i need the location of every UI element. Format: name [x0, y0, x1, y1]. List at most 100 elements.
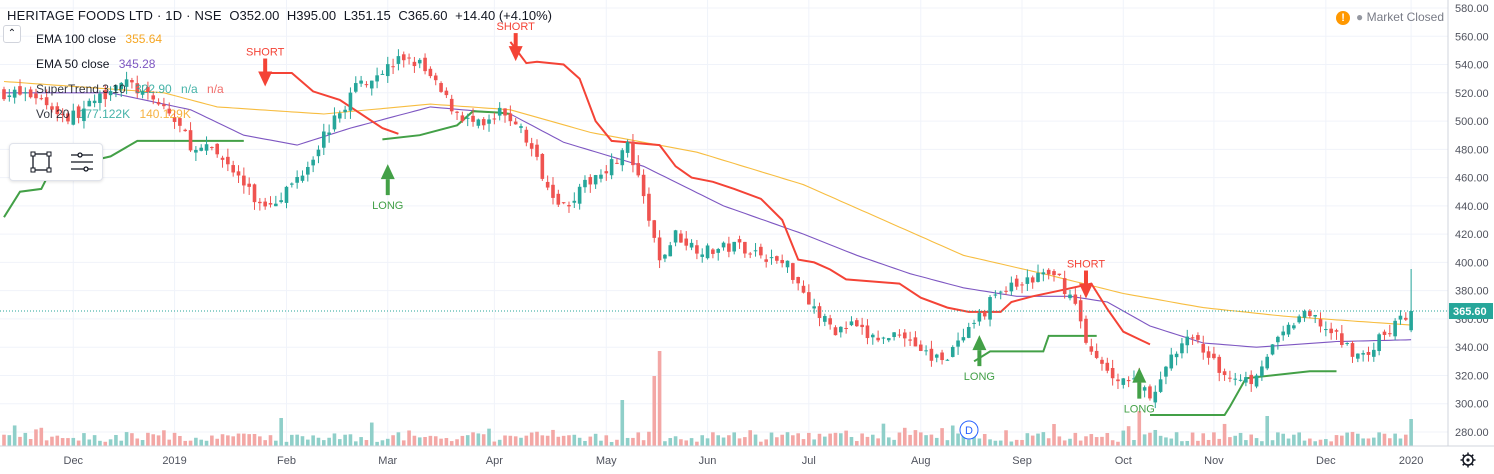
- volume-bar: [609, 441, 614, 446]
- candle-body: [242, 175, 246, 186]
- candle-body: [23, 92, 28, 94]
- volume-bar: [188, 440, 193, 446]
- price-tick-label: 400.00: [1455, 257, 1489, 269]
- candle-body: [369, 80, 374, 89]
- candle-body: [1286, 324, 1291, 335]
- candle-body: [663, 254, 667, 259]
- volume-bar: [1340, 435, 1344, 446]
- time-tick-label: 2020: [1399, 455, 1423, 467]
- volume-bar: [737, 438, 742, 446]
- candle-body: [130, 80, 134, 83]
- candle-body: [1260, 366, 1264, 377]
- candle-body: [1052, 271, 1056, 276]
- candle-body: [194, 149, 198, 153]
- time-axis[interactable]: Dec 2019 Feb Mar Apr May Jun Jul Aug Sep Oct Nov Dec…: [64, 452, 1476, 468]
- candle-body: [1382, 331, 1387, 335]
- candle-body: [1366, 351, 1371, 355]
- price-tick-label: 460.00: [1455, 173, 1489, 185]
- indicator-ema100[interactable]: EMA 100 close 355.64: [36, 32, 168, 46]
- signal-markers: SHORT SHORT SHORT LONG LONG LONG D: [246, 21, 1155, 440]
- volume-bar: [449, 441, 454, 446]
- candle-body: [535, 144, 539, 157]
- candle-body: [60, 114, 65, 116]
- volume-bar: [561, 435, 566, 446]
- candle-body: [401, 54, 406, 61]
- volume-bar: [1036, 433, 1040, 446]
- candle-body: [1276, 336, 1280, 343]
- volume-bar: [375, 441, 379, 446]
- volume-bar: [391, 435, 395, 446]
- volume-bar: [1361, 438, 1365, 446]
- candle-body: [1361, 353, 1365, 355]
- collapse-legend-button[interactable]: ⌃: [3, 25, 21, 43]
- candle-body: [625, 141, 630, 153]
- dividend-badge[interactable]: D: [959, 420, 979, 440]
- volume-bar: [1260, 441, 1264, 446]
- time-tick-label: 2019: [162, 455, 186, 467]
- volume-bar: [849, 436, 854, 446]
- settings-gear-icon[interactable]: [1460, 452, 1476, 468]
- short-signal-label: SHORT: [246, 47, 285, 59]
- long-signal-label: LONG: [1124, 404, 1155, 416]
- candle-body: [775, 256, 779, 261]
- indicator-name: EMA 100 close: [36, 32, 117, 46]
- candle-body: [982, 312, 987, 317]
- candle-body: [711, 249, 715, 254]
- volume-bar: [199, 439, 204, 446]
- volume-bar: [7, 435, 12, 446]
- candle-body: [961, 337, 966, 341]
- volume-bar: [364, 439, 369, 446]
- price-axis[interactable]: 280.00300.00320.00340.00360.00380.00400.…: [0, 0, 1494, 447]
- indicator-volume[interactable]: Vol 20 177.122K 140.129K: [36, 107, 197, 121]
- candle-body: [529, 143, 534, 149]
- volume-bar: [807, 432, 811, 446]
- candle-body: [561, 202, 566, 204]
- candle-body: [279, 200, 283, 203]
- volume-bar: [130, 433, 134, 446]
- volume-bar: [87, 439, 92, 446]
- candle-body: [1084, 318, 1088, 343]
- volume-bar: [1356, 433, 1360, 446]
- long-arrow-icon: [1132, 367, 1147, 383]
- rectangle-tool-icon[interactable]: [30, 151, 52, 173]
- indicator-ema50[interactable]: EMA 50 close 345.28: [36, 57, 161, 71]
- volume-bar: [226, 435, 230, 446]
- time-tick-label: Jul: [802, 455, 816, 467]
- candle-body: [1201, 344, 1206, 353]
- volume-bar: [1094, 437, 1099, 446]
- format-lines-icon[interactable]: [71, 152, 93, 172]
- candle-body: [583, 179, 587, 188]
- last-price-label: 365.60: [1453, 306, 1487, 318]
- volume-bar: [604, 435, 609, 446]
- market-status[interactable]: ! ● Market Closed: [1336, 10, 1444, 25]
- candle-body: [1089, 346, 1094, 352]
- volume-bar: [258, 436, 262, 446]
- volume-bar: [124, 432, 129, 446]
- volume-bar: [791, 435, 795, 446]
- candle-body: [998, 291, 1003, 293]
- candle-body: [311, 159, 315, 166]
- candle-body: [1132, 378, 1136, 380]
- volume-bar: [1302, 440, 1307, 446]
- volume-bar: [966, 439, 971, 446]
- candle-body: [1238, 379, 1243, 381]
- candle-body: [1372, 349, 1376, 357]
- candle-body: [1318, 319, 1323, 327]
- volume-bar: [311, 435, 315, 446]
- candle-body: [1350, 343, 1355, 357]
- candle-body: [316, 149, 321, 157]
- symbol-name[interactable]: HERITAGE FOODS LTD · 1D · NSE: [7, 8, 222, 23]
- volume-bar: [636, 432, 641, 446]
- indicator-value-2: 140.129K: [139, 107, 191, 121]
- volume-bar: [242, 433, 246, 446]
- volume-bar: [535, 431, 539, 446]
- volume-bar: [902, 427, 907, 446]
- volume-bar: [918, 432, 923, 446]
- time-tick-label: Aug: [911, 455, 931, 467]
- indicator-supertrend[interactable]: SuperTrend 3 10 322.90 n/a n/a: [36, 82, 230, 96]
- volume-bar: [412, 435, 417, 446]
- volume-bar: [274, 440, 278, 446]
- volume-bar: [593, 433, 598, 446]
- candle-body: [290, 183, 294, 185]
